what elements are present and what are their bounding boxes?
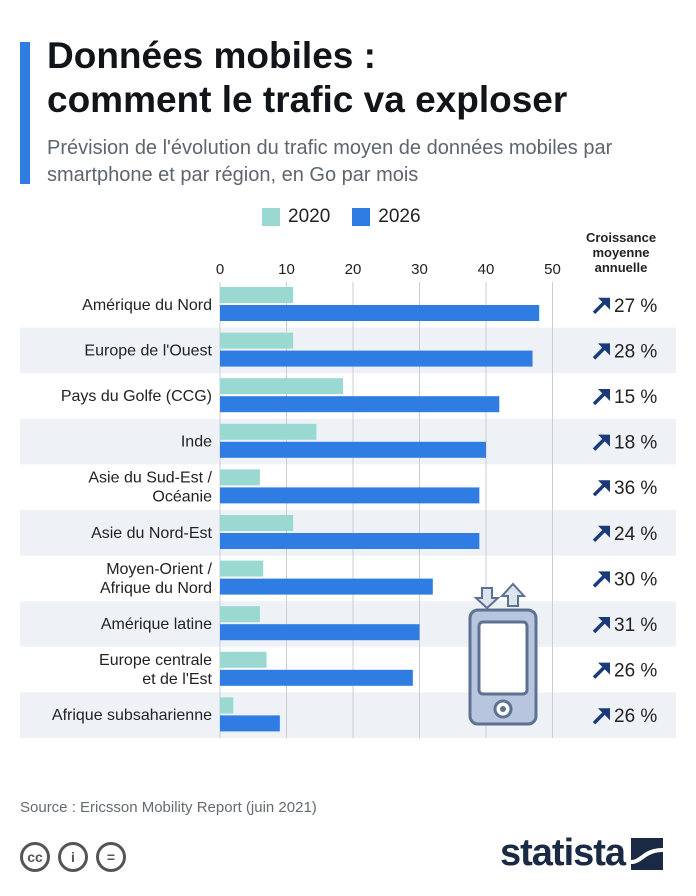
bar-2026 <box>220 533 480 549</box>
chart-title: Données mobiles : comment le trafic va e… <box>47 35 568 120</box>
bar-2026 <box>220 669 413 686</box>
growth-value: 24 % <box>614 524 657 545</box>
nd-icon[interactable]: = <box>96 842 126 872</box>
category-label: Asie du Nord-Est <box>91 525 212 542</box>
bar-2020 <box>220 332 294 349</box>
bar-2020 <box>220 697 234 714</box>
legend-item-2026: 2026 <box>352 206 421 228</box>
growth-arrow-icon <box>592 525 610 543</box>
growth-arrow-icon <box>592 662 610 679</box>
growth-value: 27 % <box>614 296 657 317</box>
growth-value: 31 % <box>614 615 657 636</box>
bar-2020 <box>220 651 267 668</box>
legend-item-2020: 2020 <box>262 206 330 228</box>
growth-value: 26 % <box>614 706 657 727</box>
category-label: Asie du Sud-Est / Océanie <box>88 470 212 506</box>
by-icon[interactable]: i <box>58 842 88 872</box>
bar-2026 <box>220 396 500 413</box>
category-label: Europe de l'Ouest <box>84 342 212 359</box>
category-label: Pays du Golfe (CCG) <box>61 388 212 405</box>
bar-2020 <box>220 287 294 303</box>
growth-value: 18 % <box>614 433 657 454</box>
growth-arrow-icon <box>592 297 610 315</box>
brand-name: statista <box>500 832 626 874</box>
bar-2020 <box>220 606 260 623</box>
bar-2026 <box>220 624 420 641</box>
legend-label-2026: 2026 <box>378 206 421 227</box>
legend: 2020 2026 <box>262 206 443 228</box>
bar-2020 <box>220 469 260 486</box>
cc-icon[interactable]: cc <box>20 842 50 872</box>
chart-subtitle: Prévision de l'évolution du trafic moyen… <box>47 137 613 186</box>
legend-swatch-2020 <box>262 208 280 226</box>
growth-arrow-icon <box>592 389 610 406</box>
category-label: Inde <box>181 434 212 451</box>
x-tick-label: 40 <box>478 261 495 278</box>
bar-2020 <box>220 560 264 577</box>
growth-arrow-icon <box>592 480 610 497</box>
bar-2026 <box>220 487 480 504</box>
growth-arrow-icon <box>592 571 610 588</box>
bar-2026 <box>220 350 533 367</box>
bar-2020 <box>220 378 344 395</box>
source-note: Source : Ericsson Mobility Report (juin … <box>20 799 317 816</box>
category-label: Amérique du Nord <box>82 297 212 314</box>
growth-header: Croissance moyenne annuelle <box>585 230 657 275</box>
bar-2020 <box>220 515 294 531</box>
growth-value: 15 % <box>614 387 657 408</box>
growth-arrow-icon <box>592 708 610 725</box>
growth-value: 36 % <box>614 478 657 499</box>
category-label: Moyen-Orient / Afrique du Nord <box>100 561 213 597</box>
x-tick-label: 50 <box>544 261 561 278</box>
statista-logo[interactable]: statista <box>500 832 664 875</box>
growth-arrow-icon <box>592 343 610 360</box>
license-icons: cc i = <box>20 842 134 872</box>
accent-bar <box>20 42 30 184</box>
bar-2026 <box>220 578 433 595</box>
x-tick-label: 30 <box>411 261 428 278</box>
x-tick-label: 20 <box>345 261 362 278</box>
category-label: Amérique latine <box>101 616 212 633</box>
chart-svg: 0 10 20 30 40 50 Amérique du Nord 27 % Europe de… <box>20 261 676 738</box>
row-stripe <box>20 692 676 738</box>
category-label: Europe centrale et de l'Est <box>99 652 213 688</box>
x-tick-label: 0 <box>216 261 224 278</box>
growth-value: 28 % <box>614 341 657 362</box>
bar-2026 <box>220 715 280 732</box>
smartphone-icon <box>468 582 538 726</box>
legend-swatch-2026 <box>352 208 371 226</box>
growth-arrow-icon <box>592 434 610 451</box>
bar-2020 <box>220 423 317 440</box>
growth-arrow-icon <box>592 617 610 634</box>
bar-2026 <box>220 441 486 458</box>
growth-value: 30 % <box>614 569 657 590</box>
category-label: Afrique subsaharienne <box>52 707 212 724</box>
growth-value: 26 % <box>614 661 657 682</box>
legend-label-2020: 2020 <box>288 206 331 227</box>
x-tick-label: 10 <box>278 261 295 278</box>
bar-2026 <box>220 305 540 321</box>
statista-mark-icon <box>631 837 664 870</box>
